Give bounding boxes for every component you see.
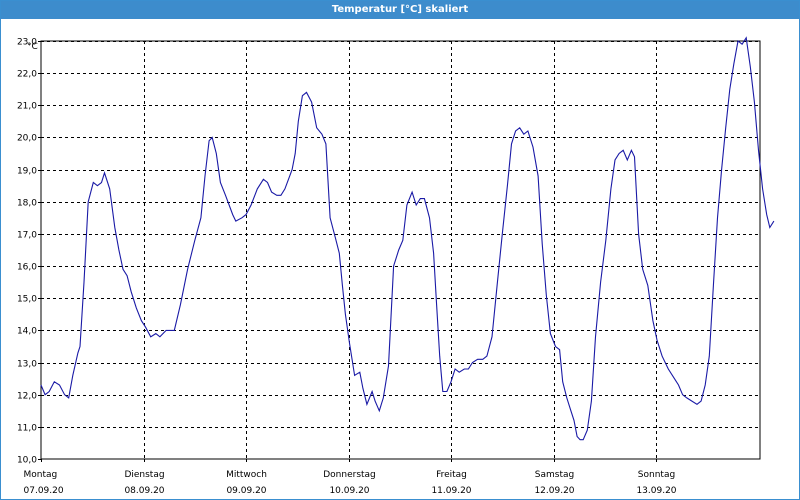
plot-area-border <box>40 40 761 460</box>
y-tick-label: 23,0 <box>17 38 37 48</box>
x-tick-day-label: Dienstag <box>124 470 164 480</box>
y-tick-label: 17,0 <box>17 231 37 241</box>
y-tick-label: 13,0 <box>17 360 37 370</box>
y-tick-label: 14,0 <box>17 327 37 337</box>
y-axis-unit-label: °C <box>27 42 38 52</box>
x-tick-date-label: 13.09.20 <box>636 486 676 496</box>
x-tick-date-label: 11.09.20 <box>431 486 471 496</box>
x-tick-day-label: Montag <box>24 470 58 480</box>
y-tick-label: 15,0 <box>17 295 37 305</box>
x-tick-day-label: Mittwoch <box>226 470 267 480</box>
temperature-series-line <box>40 36 775 441</box>
y-tick-label: 19,0 <box>17 167 37 177</box>
y-tick-label: 10,0 <box>17 456 37 466</box>
x-tick-day-label: Samstag <box>535 470 574 480</box>
x-tick-date-label: 08.09.20 <box>124 486 164 496</box>
y-tick-label: 18,0 <box>17 199 37 209</box>
x-tick-date-label: 12.09.20 <box>534 486 574 496</box>
x-tick-day-label: Donnerstag <box>323 470 376 480</box>
y-tick-label: 11,0 <box>17 424 37 434</box>
x-tick-date-label: 10.09.20 <box>329 486 369 496</box>
y-tick-label: 16,0 <box>17 263 37 273</box>
window-title: Temperatur [°C] skaliert <box>1 1 799 19</box>
x-tick-date-label: 07.09.20 <box>24 486 64 496</box>
x-tick-day-label: Sonntag <box>638 470 675 480</box>
y-tick-label: 20,0 <box>17 134 37 144</box>
x-tick-date-label: 09.09.20 <box>226 486 266 496</box>
y-tick-label: 22,0 <box>17 70 37 80</box>
temperature-chart: 10,0 11,0 12,0 13,0 14,0 15,0 16,0 17,0 18,0 19,0… <box>17 36 775 496</box>
y-tick-label: 21,0 <box>17 102 37 112</box>
y-tick-label: 12,0 <box>17 392 37 402</box>
x-tick-day-label: Freitag <box>436 470 467 480</box>
